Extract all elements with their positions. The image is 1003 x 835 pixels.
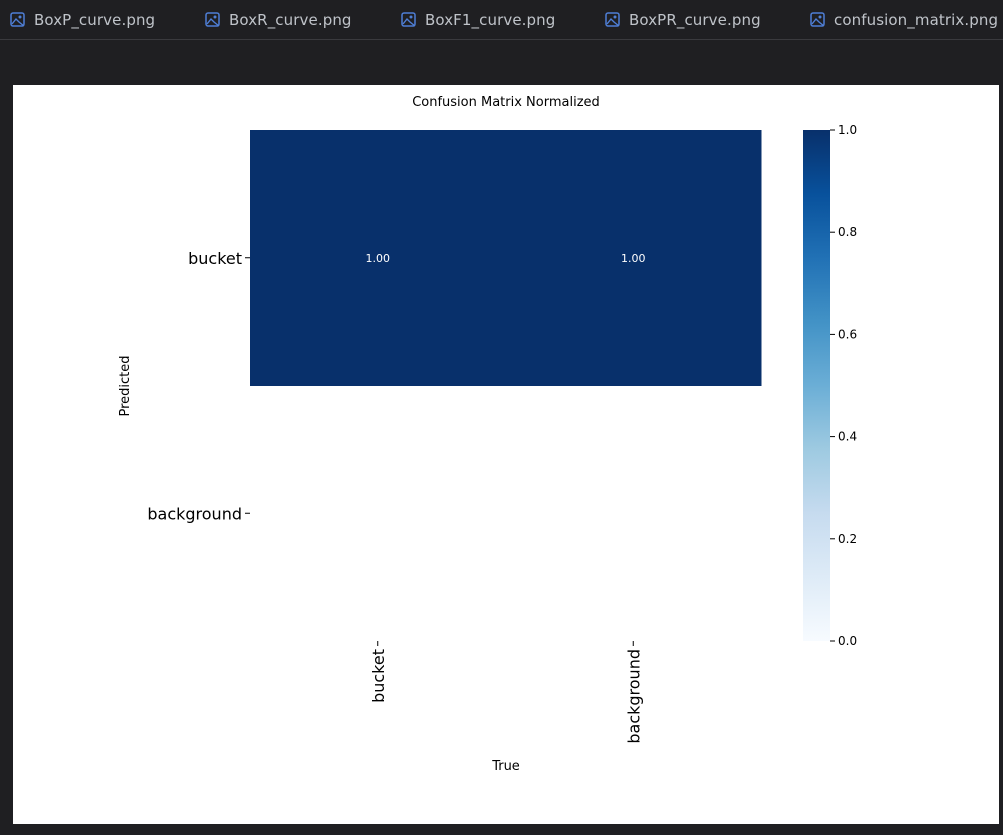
- tab-label: confusion_matrix.png: [834, 10, 999, 29]
- confusion-matrix-chart: Confusion Matrix Normalized 1.00 1.00 buc…: [118, 95, 857, 774]
- y-axis-label: Predicted: [118, 355, 133, 416]
- colorbar-tick-label: 1.0: [838, 123, 857, 137]
- image-canvas: Confusion Matrix Normalized 1.00 1.00 buc…: [13, 85, 999, 824]
- colorbar-tick-label: 0.4: [838, 430, 857, 444]
- cell-value-label: 1.00: [366, 252, 391, 265]
- image-file-icon: [401, 12, 416, 27]
- colorbar-tick-label: 0.0: [838, 634, 857, 648]
- tab-boxf1-curve[interactable]: BoxF1_curve.png: [401, 0, 555, 39]
- x-tick-label: bucket: [369, 649, 388, 703]
- tab-boxp-curve[interactable]: BoxP_curve.png: [10, 0, 155, 39]
- x-axis-label: True: [491, 759, 520, 774]
- tab-label: BoxF1_curve.png: [425, 10, 556, 29]
- image-viewer: Confusion Matrix Normalized 1.00 1.00 buc…: [0, 40, 1003, 835]
- x-tick-label: background: [624, 649, 643, 744]
- cell-value-label: 1.00: [621, 252, 646, 265]
- image-file-icon: [810, 12, 825, 27]
- image-file-icon: [10, 12, 25, 27]
- colorbar: [803, 130, 830, 641]
- heatmap-cell: [250, 130, 506, 386]
- tab-boxpr-curve[interactable]: BoxPR_curve.png: [605, 0, 761, 39]
- chart-title: Confusion Matrix Normalized: [412, 95, 600, 110]
- editor-tab-bar: BoxP_curve.png BoxR_curve.png BoxF1_curv…: [0, 0, 1003, 40]
- colorbar-tick-label: 0.6: [838, 327, 857, 341]
- tab-boxr-curve[interactable]: BoxR_curve.png: [205, 0, 352, 39]
- tab-label: BoxPR_curve.png: [629, 10, 761, 29]
- y-tick-label: background: [147, 504, 242, 523]
- tab-confusion-matrix[interactable]: confusion_matrix.png: [810, 0, 998, 39]
- image-file-icon: [605, 12, 620, 27]
- colorbar-tick-label: 0.2: [838, 532, 857, 546]
- image-file-icon: [205, 12, 220, 27]
- tab-label: BoxR_curve.png: [229, 10, 352, 29]
- colorbar-tick-label: 0.8: [838, 225, 857, 239]
- tab-label: BoxP_curve.png: [34, 10, 156, 29]
- y-tick-label: bucket: [188, 249, 242, 268]
- heatmap-cell: [505, 130, 762, 386]
